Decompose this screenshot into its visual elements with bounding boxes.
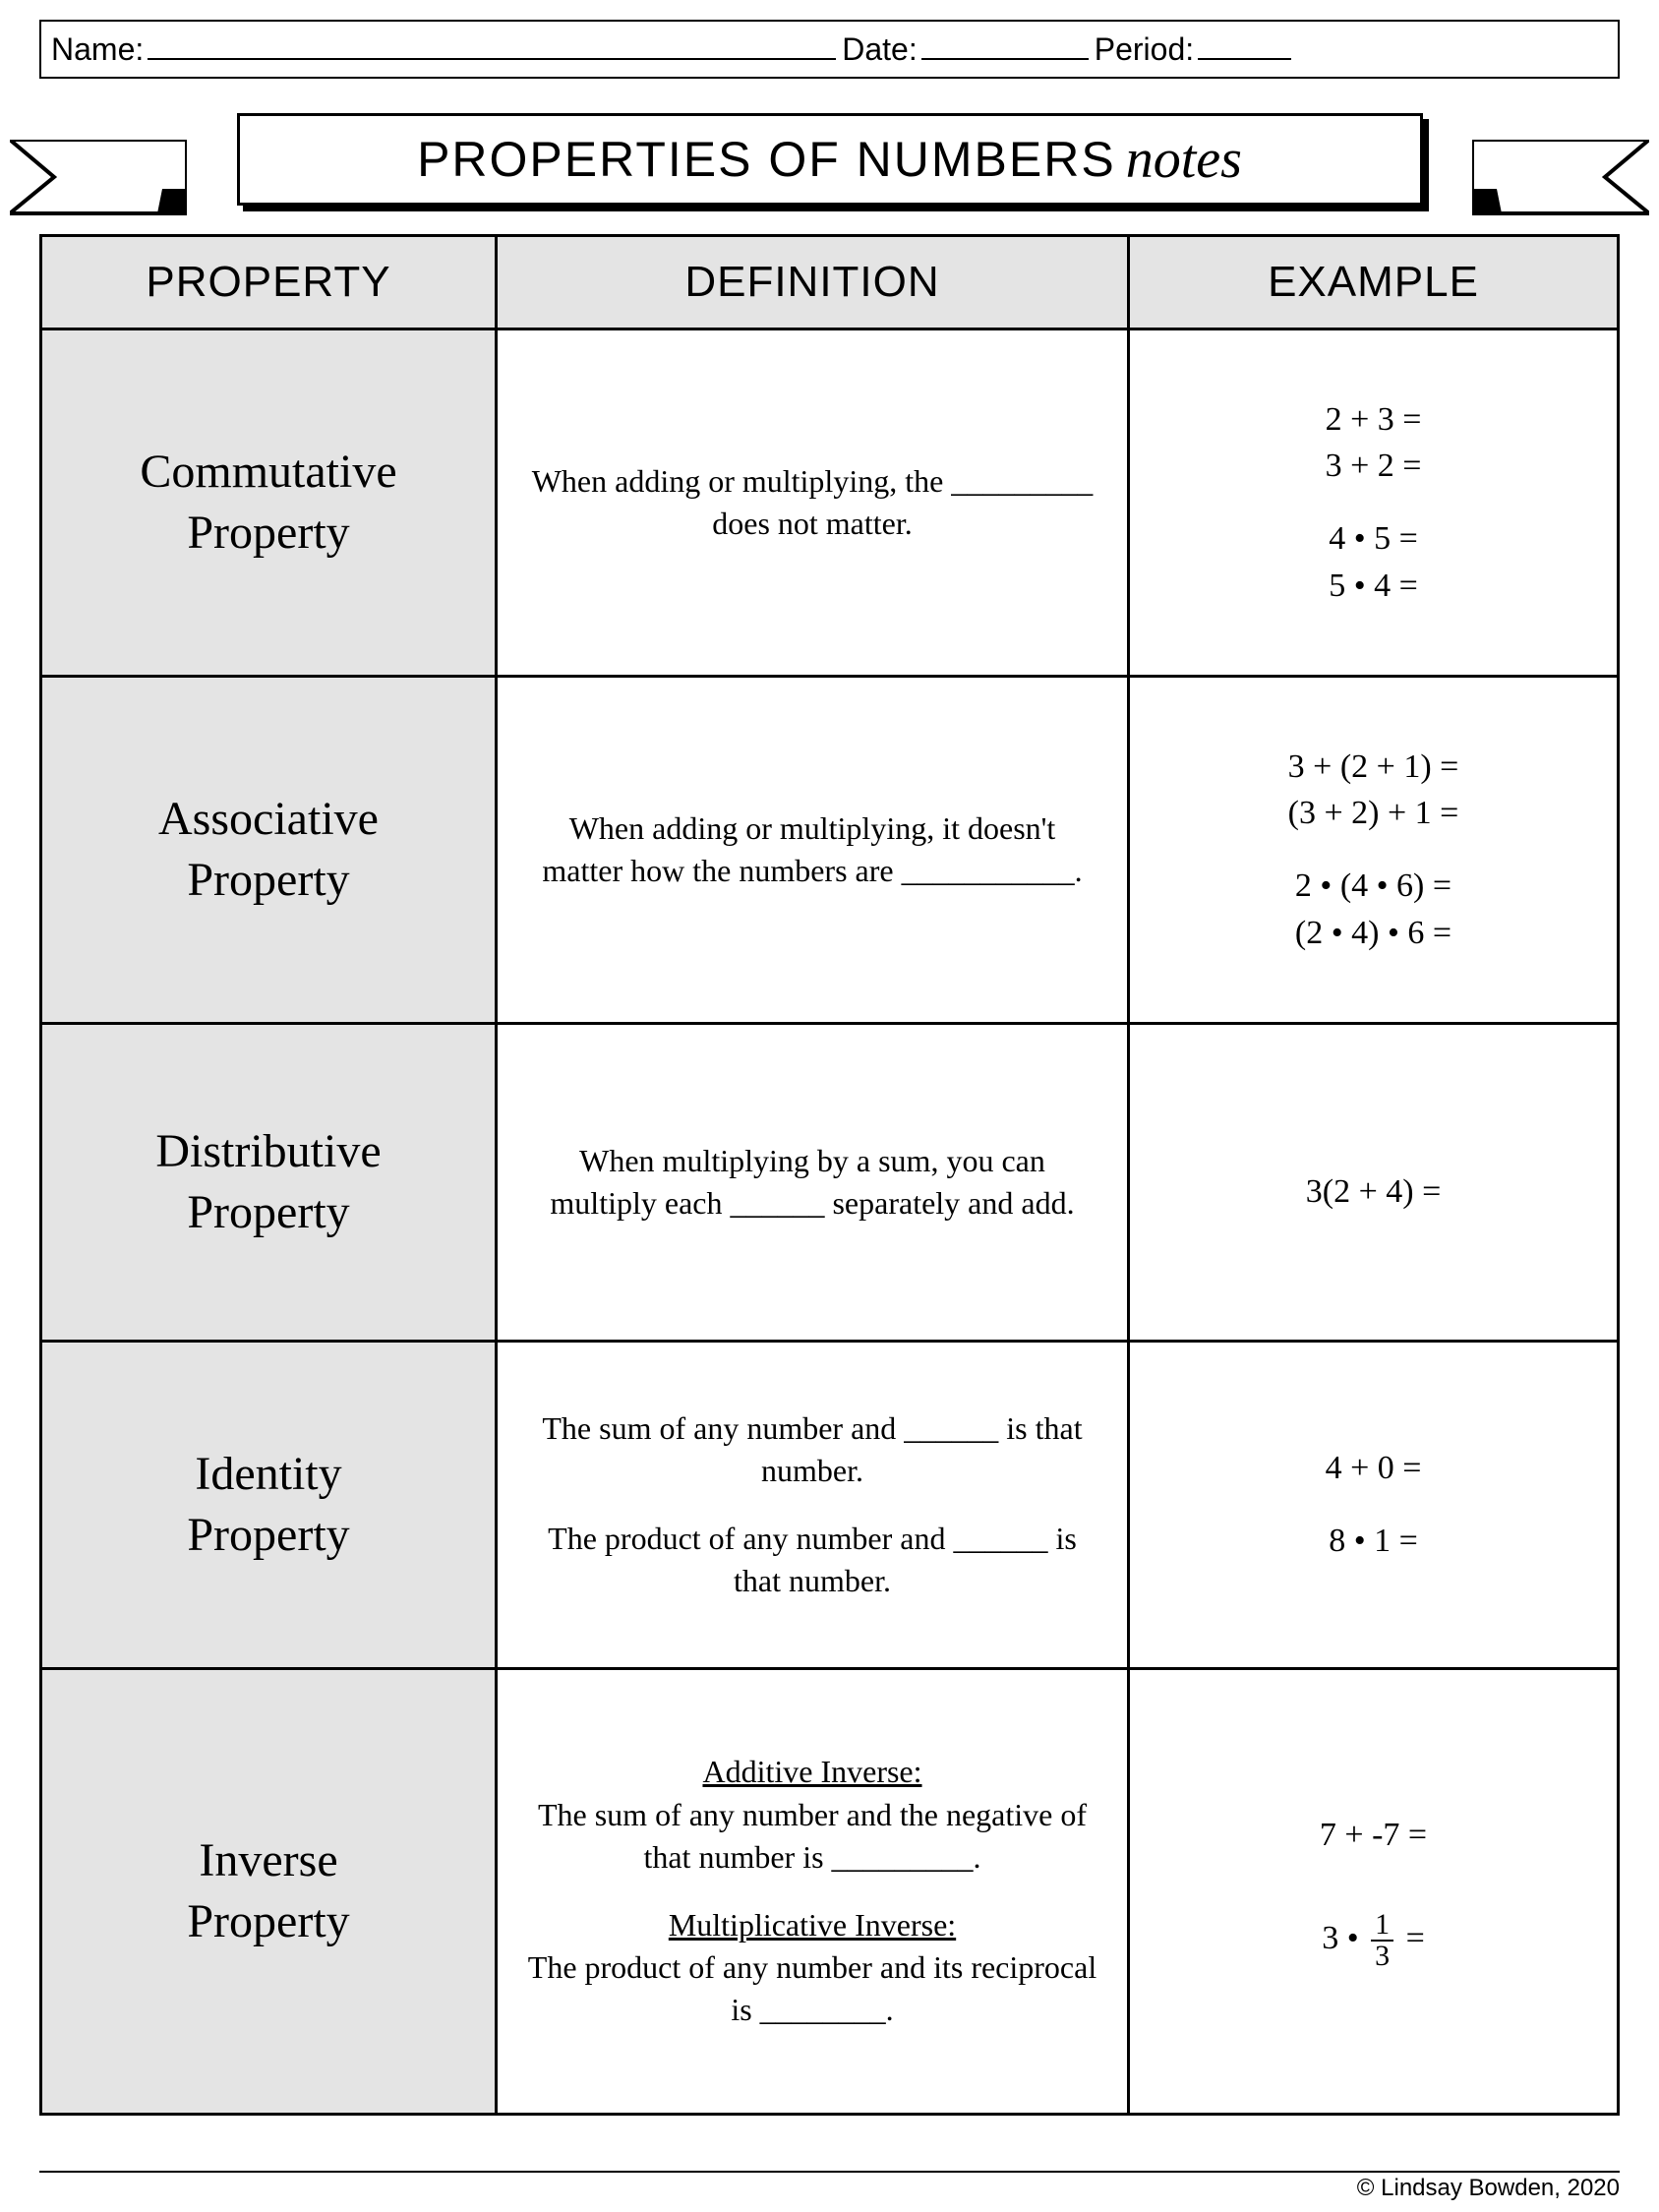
table-row: InversePropertyAdditive Inverse:The sum … xyxy=(41,1669,1619,2115)
worksheet-page: Name: Date: Period: PROPERTIES OF NUMBER… xyxy=(0,0,1659,2212)
title-box: PROPERTIES OF NUMBERS notes xyxy=(237,113,1423,206)
name-label: Name: xyxy=(51,31,144,68)
table-row: AssociativePropertyWhen adding or multip… xyxy=(41,677,1619,1024)
definition-cell: When adding or multiplying, it doesn't m… xyxy=(497,677,1129,1024)
definition-cell: When adding or multiplying, the ________… xyxy=(497,329,1129,677)
example-cell: 7 + -7 =3 • 13 = xyxy=(1129,1669,1619,2115)
period-label: Period: xyxy=(1095,31,1194,68)
student-info-header: Name: Date: Period: xyxy=(39,20,1620,79)
title-banner: PROPERTIES OF NUMBERS notes xyxy=(39,98,1620,226)
period-blank[interactable] xyxy=(1198,34,1291,60)
date-label: Date: xyxy=(842,31,917,68)
table-row: IdentityPropertyThe sum of any number an… xyxy=(41,1342,1619,1669)
example-cell: 3(2 + 4) = xyxy=(1129,1024,1619,1342)
properties-table: PROPERTY DEFINITION EXAMPLE CommutativeP… xyxy=(39,234,1620,2116)
property-name-cell: CommutativeProperty xyxy=(41,329,497,677)
date-blank[interactable] xyxy=(921,34,1089,60)
example-cell: 4 + 0 =8 • 1 = xyxy=(1129,1342,1619,1669)
name-blank[interactable] xyxy=(148,34,836,60)
table-row: DistributivePropertyWhen multiplying by … xyxy=(41,1024,1619,1342)
title-main: PROPERTIES OF NUMBERS xyxy=(417,131,1116,188)
definition-cell: Additive Inverse:The sum of any number a… xyxy=(497,1669,1129,2115)
definition-cell: When multiplying by a sum, you can multi… xyxy=(497,1024,1129,1342)
definition-cell: The sum of any number and ______ is that… xyxy=(497,1342,1129,1669)
table-body: CommutativePropertyWhen adding or multip… xyxy=(41,329,1619,2115)
col-example: EXAMPLE xyxy=(1129,236,1619,329)
property-name-cell: DistributiveProperty xyxy=(41,1024,497,1342)
copyright-text: © Lindsay Bowden, 2020 xyxy=(39,2171,1620,2202)
ribbon-right-icon xyxy=(1472,140,1649,220)
col-definition: DEFINITION xyxy=(497,236,1129,329)
property-name-cell: InverseProperty xyxy=(41,1669,497,2115)
table-row: CommutativePropertyWhen adding or multip… xyxy=(41,329,1619,677)
property-name-cell: AssociativeProperty xyxy=(41,677,497,1024)
example-cell: 3 + (2 + 1) =(3 + 2) + 1 =2 • (4 • 6) =(… xyxy=(1129,677,1619,1024)
title-script: notes xyxy=(1126,128,1242,191)
example-cell: 2 + 3 =3 + 2 =4 • 5 =5 • 4 = xyxy=(1129,329,1619,677)
col-property: PROPERTY xyxy=(41,236,497,329)
table-header-row: PROPERTY DEFINITION EXAMPLE xyxy=(41,236,1619,329)
ribbon-left-icon xyxy=(10,140,187,220)
property-name-cell: IdentityProperty xyxy=(41,1342,497,1669)
